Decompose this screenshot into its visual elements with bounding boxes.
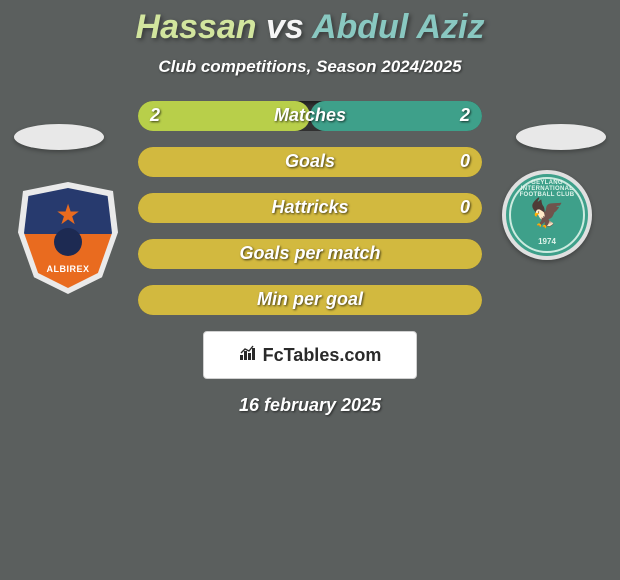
player1-name: Hassan [136,8,257,46]
stat-row: Goals0 [138,147,482,177]
player2-avatar [516,124,606,150]
stat-row: Min per goal [138,285,482,315]
stat-value-right: 2 [460,105,470,126]
player2-name: Abdul Aziz [312,8,485,46]
club-right-top-text: GEYLANG INTERNATIONAL FOOTBALL CLUB [506,180,588,198]
stat-value-left: 2 [150,105,160,126]
vs-separator: vs [266,8,304,46]
branding-text: FcTables.com [263,345,382,366]
stat-label: Goals per match [138,243,482,264]
club-badge-right: GEYLANG INTERNATIONAL FOOTBALL CLUB 🦅 19… [502,170,602,270]
subtitle: Club competitions, Season 2024/2025 [0,57,620,77]
shield-icon: ★ ALBIREX [18,182,118,294]
stat-row: Goals per match [138,239,482,269]
stat-label: Goals [138,151,482,172]
stat-value-right: 0 [460,197,470,218]
branding-box: FcTables.com [203,331,417,379]
stat-value-right: 0 [460,151,470,172]
stat-label: Min per goal [138,289,482,310]
stat-row: Hattricks0 [138,193,482,223]
club-right-year: 1974 [506,237,588,246]
stat-label: Hattricks [138,197,482,218]
page-title: Hassan vs Abdul Aziz [0,0,620,47]
chart-icon [239,345,259,366]
star-icon: ★ [55,198,80,231]
comparison-infographic: Hassan vs Abdul Aziz Club competitions, … [0,0,620,580]
player1-avatar [14,124,104,150]
bird-icon: 🦅 [530,197,565,230]
club-badge-left: ★ ALBIREX [18,182,118,282]
stat-row: Matches2 2 [138,101,482,131]
date-text: 16 february 2025 [0,395,620,416]
stat-label: Matches [138,105,482,126]
ball-icon [54,228,82,256]
circle-icon: GEYLANG INTERNATIONAL FOOTBALL CLUB 🦅 19… [502,170,592,260]
club-left-text: ALBIREX [18,264,118,274]
